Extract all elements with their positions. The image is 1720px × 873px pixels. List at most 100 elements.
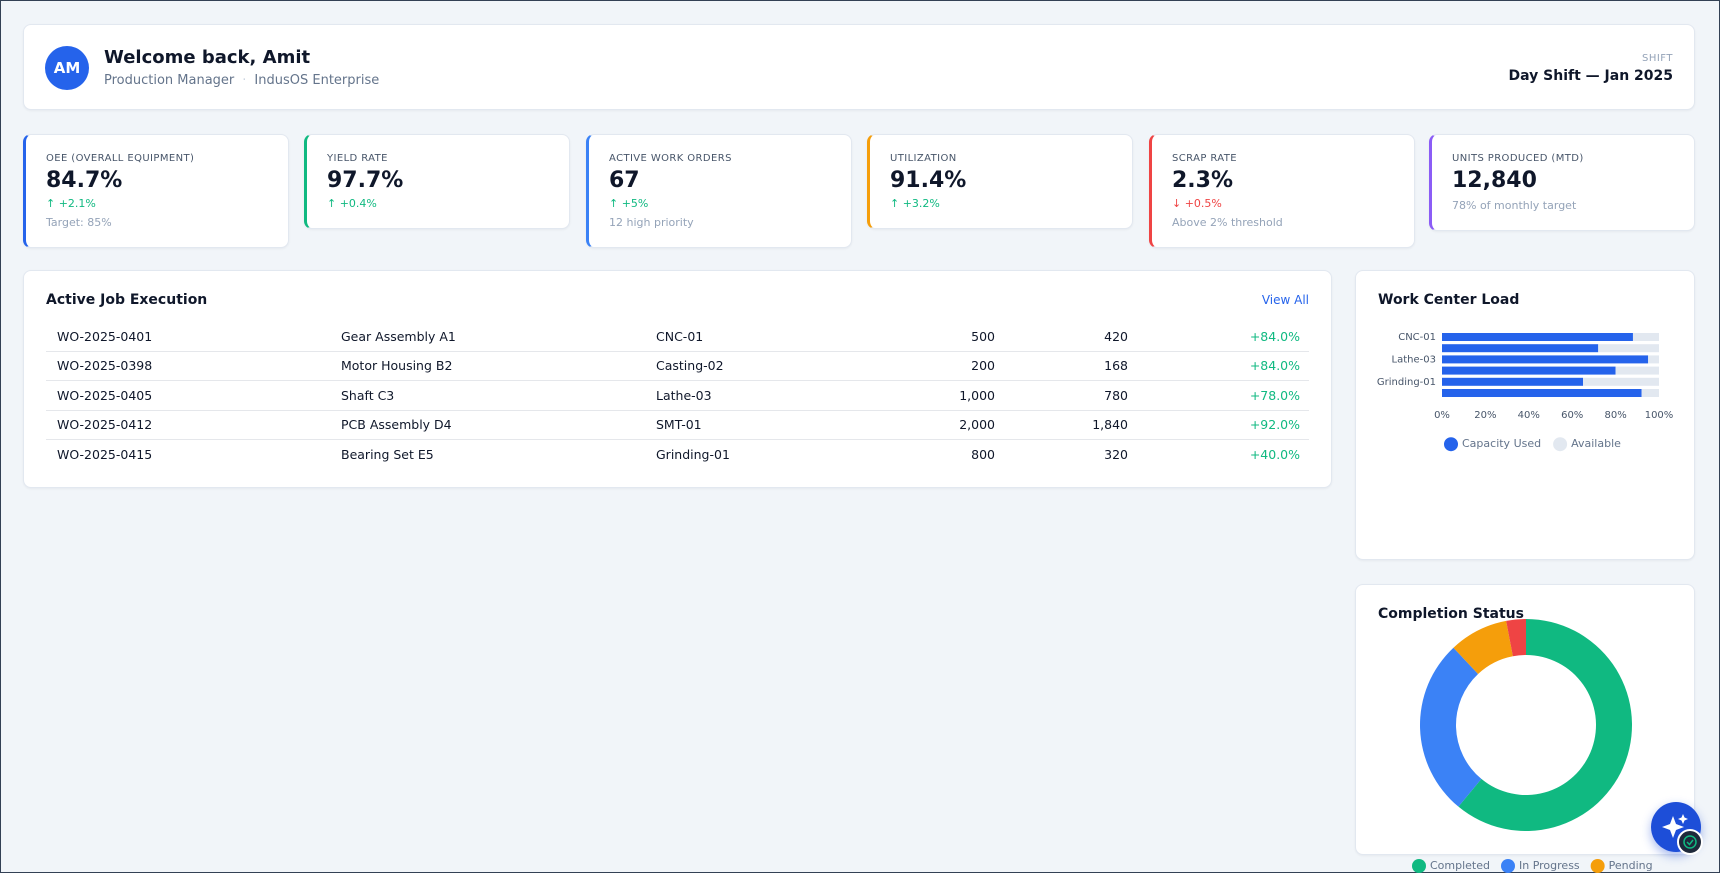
- kpi-change: ↑ +3.2%: [890, 197, 940, 210]
- x-tick-label: 20%: [1474, 410, 1496, 421]
- kpi-value: 97.7%: [327, 168, 404, 193]
- bar-segment: [1442, 389, 1642, 397]
- table-cell: +92.0%: [1249, 417, 1300, 433]
- table-row: WO-2025-0398 Motor Housing B2 Casting-02 20…: [46, 352, 1309, 381]
- bar-segment: [1442, 333, 1633, 341]
- legend-swatch: [1553, 437, 1568, 452]
- kpi-change: ↑ +0.4%: [327, 197, 377, 210]
- bar-segment: [1641, 389, 1659, 397]
- legend-swatch: [1501, 859, 1515, 873]
- donut-slice: [1506, 619, 1526, 657]
- table-cell: 1,840: [1092, 417, 1128, 433]
- view-all[interactable]: View All: [1261, 293, 1309, 307]
- table-cell: 168: [1104, 358, 1128, 374]
- table-cell: WO-2025-0401: [57, 328, 153, 344]
- table-row: WO-2025-0412 PCB Assembly D4 SMT-01 2,000 1,…: [46, 411, 1309, 440]
- bar-segment: [1598, 344, 1659, 353]
- kpi-label: ACTIVE WORK ORDERS: [609, 153, 732, 164]
- bar-segment: [1442, 366, 1616, 375]
- kpi-change: ↑ +5%: [609, 197, 649, 210]
- table-title: Active Job Execution: [46, 292, 208, 308]
- kpi-label: UNITS PRODUCED (MTD): [1452, 153, 1584, 164]
- bar-segment: [1442, 344, 1599, 353]
- kpi-card: ACTIVE WORK ORDERS 67 ↑ +5% 12 high priorit…: [586, 134, 852, 248]
- completion-card: Completion Status Completed In Progress Pe…: [1355, 584, 1695, 873]
- bar-segment: [1632, 333, 1659, 341]
- legend-swatch: [1590, 859, 1605, 873]
- table-cell: 800: [971, 447, 995, 463]
- table-cell: Lathe-03: [656, 387, 712, 403]
- y-tick-label: Lathe-03: [1392, 354, 1436, 365]
- kpi-change: ↑ +2.1%: [46, 197, 96, 210]
- x-tick-label: 60%: [1561, 410, 1583, 421]
- shift-label: SHIFT: [1641, 53, 1673, 64]
- x-tick-label: 40%: [1518, 410, 1540, 421]
- check-icon: [1683, 835, 1697, 849]
- table-cell: Casting-02: [656, 358, 724, 374]
- table-cell: Shaft C3: [341, 387, 395, 403]
- table-row: WO-2025-0405 Shaft C3 Lathe-03 1,000 780 +78.…: [46, 381, 1309, 411]
- table-cell: 500: [971, 328, 995, 344]
- table-cell: 780: [1104, 387, 1128, 403]
- kpi-card: UNITS PRODUCED (MTD) 12,840 78% of monthly…: [1429, 134, 1695, 231]
- table-cell: WO-2025-0405: [57, 387, 153, 403]
- welcome-header: AM Welcome back, Amit Production Manager…: [23, 24, 1695, 110]
- donut-slice: [1420, 647, 1482, 807]
- table-cell: 320: [1104, 447, 1128, 463]
- table-cell: 1,000: [959, 387, 995, 403]
- kpi-value: 91.4%: [890, 168, 967, 193]
- table-cell: WO-2025-0412: [57, 417, 153, 433]
- table-cell: 2,000: [959, 417, 995, 433]
- x-tick-label: 80%: [1604, 410, 1626, 421]
- table-rows: WO-2025-0401 Gear Assembly A1 CNC-01 500 420…: [46, 322, 1309, 470]
- avatar: AM: [45, 46, 89, 90]
- donut-chart: Completion Status Completed In Progress Pe…: [1378, 606, 1653, 873]
- kpi-value: 84.7%: [46, 168, 123, 193]
- kpi-label: SCRAP RATE: [1172, 153, 1237, 164]
- org: IndusOS Enterprise: [254, 73, 380, 88]
- status-badge[interactable]: [1677, 829, 1703, 855]
- shift: Day Shift — Jan 2025: [1508, 68, 1673, 84]
- table-cell: +40.0%: [1249, 447, 1300, 463]
- table-cell: +84.0%: [1249, 328, 1300, 344]
- table-cell: 420: [1104, 328, 1128, 344]
- table-cell: PCB Assembly D4: [341, 417, 452, 433]
- kpi-note: 78% of monthly target: [1452, 199, 1577, 212]
- kpi-label: OEE (OVERALL EQUIPMENT): [46, 153, 195, 164]
- donut-slice: [1458, 619, 1632, 831]
- table-cell: Bearing Set E5: [341, 447, 434, 463]
- kpi-value: 2.3%: [1172, 168, 1234, 193]
- kpi-card: OEE (OVERALL EQUIPMENT) 84.7% ↑ +2.1% Targe…: [23, 134, 289, 248]
- legend-label: Available: [1571, 437, 1621, 450]
- job-table: Active Job Execution View All WO-2025-04…: [23, 270, 1332, 488]
- kpi-value: 12,840: [1452, 168, 1537, 193]
- kpi-card: UTILIZATION 91.4% ↑ +3.2%: [867, 134, 1133, 229]
- table-cell: WO-2025-0415: [57, 447, 153, 463]
- x-tick-label: 100%: [1645, 410, 1674, 421]
- kpi-card: YIELD RATE 97.7% ↑ +0.4%: [304, 134, 570, 229]
- kpi-note: 12 high priority: [609, 216, 694, 229]
- table-cell: Motor Housing B2: [341, 358, 453, 374]
- kpi-label: YIELD RATE: [327, 153, 388, 164]
- legend-label: Pending: [1609, 859, 1653, 872]
- separator: ·: [242, 73, 247, 88]
- kpi-change: ↓ +0.5%: [1172, 197, 1222, 210]
- kpi-label: UTILIZATION: [890, 153, 957, 164]
- bar-segment: [1648, 355, 1659, 364]
- x-tick-label: 0%: [1434, 410, 1450, 421]
- table-row: WO-2025-0415 Bearing Set E5 Grinding-01 800…: [46, 440, 1309, 470]
- bar-segment: [1442, 377, 1584, 386]
- table-cell: SMT-01: [656, 417, 702, 433]
- bar-chart: Work Center Load CNC-01 Lathe-03 Grinding-…: [1377, 292, 1674, 452]
- bar-segment: [1442, 355, 1649, 364]
- table-cell: +78.0%: [1249, 387, 1300, 403]
- kpi-note: Target: 85%: [46, 216, 112, 229]
- table-cell: CNC-01: [656, 328, 704, 344]
- work-center-card: Work Center Load CNC-01 Lathe-03 Grinding-…: [1355, 270, 1695, 560]
- table-cell: Gear Assembly A1: [341, 328, 456, 344]
- legend-label: Completed: [1430, 859, 1490, 872]
- donut-slice: [1453, 620, 1513, 674]
- y-tick-label: Grinding-01: [1377, 377, 1436, 388]
- legend-label: Capacity Used: [1462, 437, 1541, 450]
